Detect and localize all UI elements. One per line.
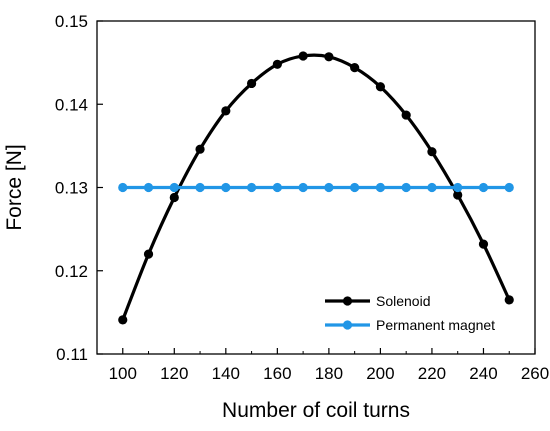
x-tick-label: 180 <box>315 364 343 383</box>
data-point-permanent-magnet <box>427 182 437 193</box>
data-point-permanent-magnet <box>272 182 282 193</box>
data-point-permanent-magnet <box>401 182 411 193</box>
data-point-permanent-magnet <box>375 182 386 193</box>
series-solenoid <box>118 51 514 325</box>
x-tick-label: 240 <box>469 364 497 383</box>
legend-label-permanent-magnet: Permanent magnet <box>376 317 495 333</box>
data-point-solenoid <box>427 147 437 157</box>
data-point-permanent-magnet <box>504 182 514 193</box>
data-point-permanent-magnet <box>478 182 489 193</box>
data-point-solenoid <box>298 51 308 61</box>
x-tick-label: 120 <box>160 364 188 383</box>
series-line-solenoid <box>121 53 511 321</box>
data-point-permanent-magnet <box>143 182 154 193</box>
data-point-permanent-magnet <box>169 182 179 193</box>
data-point-solenoid <box>246 78 257 89</box>
x-tick-label: 220 <box>418 364 446 383</box>
data-point-solenoid <box>118 315 128 325</box>
data-point-permanent-magnet <box>221 182 231 193</box>
data-point-permanent-magnet <box>118 182 128 193</box>
legend: Solenoid Permanent magnet <box>325 293 495 333</box>
data-point-solenoid <box>401 110 411 120</box>
data-point-solenoid <box>169 192 179 203</box>
y-tick-label: 0.14 <box>55 95 88 114</box>
data-point-permanent-magnet <box>350 182 360 193</box>
data-point-solenoid <box>350 63 360 73</box>
y-axis-title: Force [N] <box>3 144 26 230</box>
data-point-permanent-magnet <box>246 182 257 193</box>
data-point-solenoid <box>143 249 154 259</box>
y-tick-label: 0.11 <box>56 345 88 364</box>
data-point-solenoid <box>504 295 514 305</box>
data-point-solenoid <box>453 190 463 200</box>
data-point-permanent-magnet <box>453 182 463 193</box>
y-tick-label: 0.15 <box>55 12 88 31</box>
legend-marker-permanent-magnet <box>342 320 353 330</box>
series-permanent-magnet <box>118 182 514 193</box>
y-tick-label: 0.12 <box>55 262 88 281</box>
data-point-permanent-magnet <box>298 182 308 193</box>
x-tick-label: 100 <box>109 364 137 383</box>
x-tick-label: 260 <box>521 364 549 383</box>
data-point-solenoid <box>221 106 231 116</box>
data-point-solenoid <box>195 144 205 154</box>
data-point-solenoid <box>324 52 334 62</box>
x-tick-label: 160 <box>263 364 291 383</box>
data-point-permanent-magnet <box>195 182 205 193</box>
x-axis-title: Number of coil turns <box>222 399 410 422</box>
x-tick-label: 200 <box>366 364 394 383</box>
legend-marker-solenoid <box>342 296 353 306</box>
legend-label-solenoid: Solenoid <box>376 293 431 309</box>
data-point-solenoid <box>375 82 386 92</box>
y-tick-label: 0.13 <box>55 179 88 198</box>
data-point-solenoid <box>272 59 282 69</box>
data-point-permanent-magnet <box>324 182 334 193</box>
data-point-solenoid <box>478 239 489 249</box>
x-tick-label: 140 <box>212 364 240 383</box>
